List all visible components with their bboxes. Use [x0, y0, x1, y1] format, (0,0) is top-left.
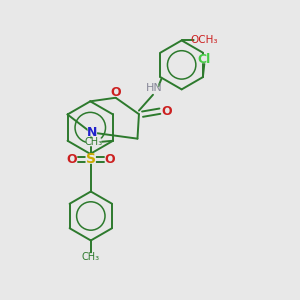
- FancyBboxPatch shape: [111, 88, 120, 96]
- Text: O: O: [110, 86, 121, 99]
- FancyBboxPatch shape: [88, 128, 97, 136]
- Text: O: O: [162, 105, 172, 118]
- FancyBboxPatch shape: [68, 155, 76, 163]
- Text: HN: HN: [146, 83, 162, 93]
- Text: O: O: [67, 153, 77, 166]
- Text: CH₃: CH₃: [82, 252, 100, 262]
- FancyBboxPatch shape: [199, 55, 210, 63]
- Text: N: N: [87, 126, 98, 139]
- FancyBboxPatch shape: [86, 138, 101, 146]
- Text: CH₃: CH₃: [85, 137, 103, 147]
- Text: S: S: [86, 152, 96, 166]
- FancyBboxPatch shape: [163, 107, 172, 115]
- FancyBboxPatch shape: [105, 155, 114, 163]
- FancyBboxPatch shape: [145, 84, 158, 93]
- Text: O: O: [104, 153, 115, 166]
- FancyBboxPatch shape: [194, 36, 213, 45]
- FancyBboxPatch shape: [86, 155, 96, 164]
- FancyBboxPatch shape: [83, 253, 99, 261]
- Text: OCH₃: OCH₃: [190, 35, 218, 45]
- Text: Cl: Cl: [198, 53, 211, 66]
